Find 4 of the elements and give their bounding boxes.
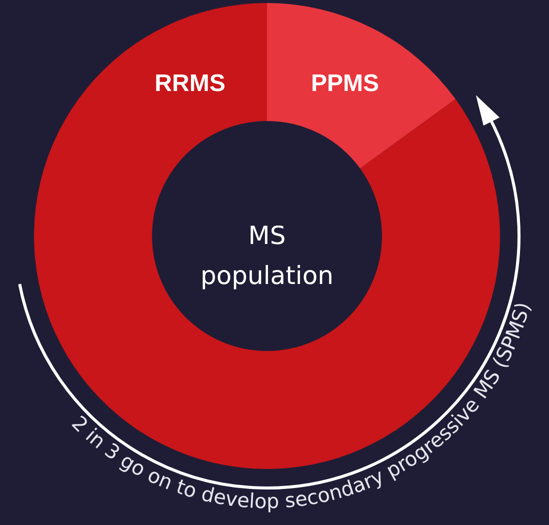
slice-label: PPMS <box>310 70 380 97</box>
donut-slice <box>267 3 456 168</box>
text: MS population <box>200 221 334 290</box>
slice-label: RRMS <box>154 70 226 97</box>
